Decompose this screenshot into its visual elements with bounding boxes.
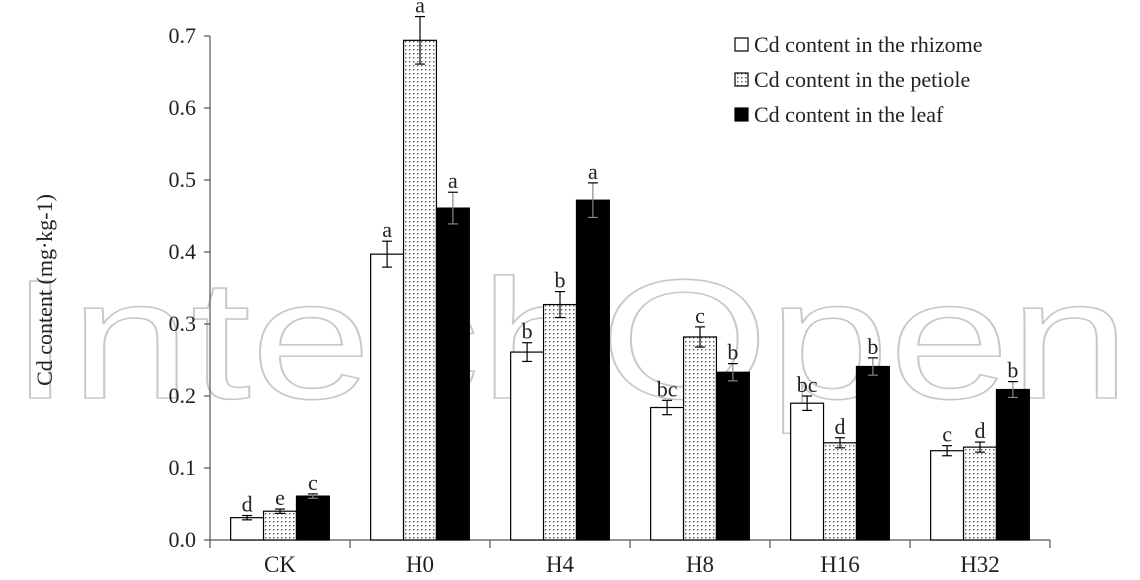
bar xyxy=(230,517,265,541)
significance-label: c xyxy=(942,422,952,447)
significance-label: a xyxy=(415,0,425,18)
bar xyxy=(575,199,610,541)
legend-label: Cd content in the leaf xyxy=(754,102,944,127)
y-axis: 0.0 0.1 0.2 0.3 0.4 0.5 0.6 0.7 xyxy=(169,23,211,552)
bar xyxy=(715,371,750,541)
bar xyxy=(402,39,438,541)
y-tick-label: 0.3 xyxy=(169,311,197,336)
y-axis-title: Cd content (mg·kg-1) xyxy=(32,194,57,386)
significance-label: c xyxy=(695,303,705,328)
bar xyxy=(855,365,890,541)
significance-label: a xyxy=(382,217,392,242)
significance-label: c xyxy=(308,470,318,495)
bar xyxy=(435,207,470,541)
x-tick-label: H16 xyxy=(820,552,860,577)
bar xyxy=(790,402,825,541)
y-tick-label: 0.2 xyxy=(169,383,197,408)
significance-label: d xyxy=(835,414,846,439)
significance-label: a xyxy=(448,168,458,193)
bar xyxy=(295,495,330,541)
significance-label: b xyxy=(867,334,878,359)
significance-label: d xyxy=(975,418,986,443)
significance-label: b xyxy=(522,319,533,344)
bar xyxy=(682,336,718,541)
bar xyxy=(650,406,685,541)
x-tick-label: H32 xyxy=(960,552,1000,577)
significance-label: b xyxy=(1007,358,1018,383)
x-tick-label: H8 xyxy=(686,552,714,577)
x-axis: CK H0 H4 H8 H16 H32 xyxy=(209,539,1051,577)
bar xyxy=(510,351,545,541)
y-tick-label: 0.1 xyxy=(169,455,197,480)
bar xyxy=(822,442,858,541)
y-tick-label: 0.5 xyxy=(169,167,197,192)
significance-label: b xyxy=(555,268,566,293)
bar xyxy=(962,446,998,541)
legend: Cd content in the rhizome Cd content in t… xyxy=(734,32,983,127)
legend-swatch xyxy=(734,107,749,122)
significance-label: e xyxy=(275,485,285,510)
legend-swatch xyxy=(734,37,749,52)
significance-label: a xyxy=(588,159,598,184)
bar xyxy=(262,510,298,541)
y-tick-label: 0.7 xyxy=(169,23,197,48)
y-tick-label: 0.0 xyxy=(169,527,197,552)
legend-label: Cd content in the petiole xyxy=(754,67,970,92)
y-tick-label: 0.6 xyxy=(169,95,197,120)
significance-label: bc xyxy=(657,376,678,401)
x-tick-label: H4 xyxy=(546,552,575,577)
significance-label: bc xyxy=(797,372,818,397)
y-tick-label: 0.4 xyxy=(169,239,197,264)
significance-label: d xyxy=(242,492,253,517)
bar xyxy=(930,450,965,541)
bar xyxy=(995,388,1030,541)
bar xyxy=(542,303,578,541)
legend-swatch xyxy=(734,72,749,87)
significance-label: b xyxy=(727,340,738,365)
legend-label: Cd content in the rhizome xyxy=(754,32,983,57)
bar xyxy=(370,253,405,541)
x-tick-label: CK xyxy=(264,552,296,577)
x-tick-label: H0 xyxy=(406,552,434,577)
